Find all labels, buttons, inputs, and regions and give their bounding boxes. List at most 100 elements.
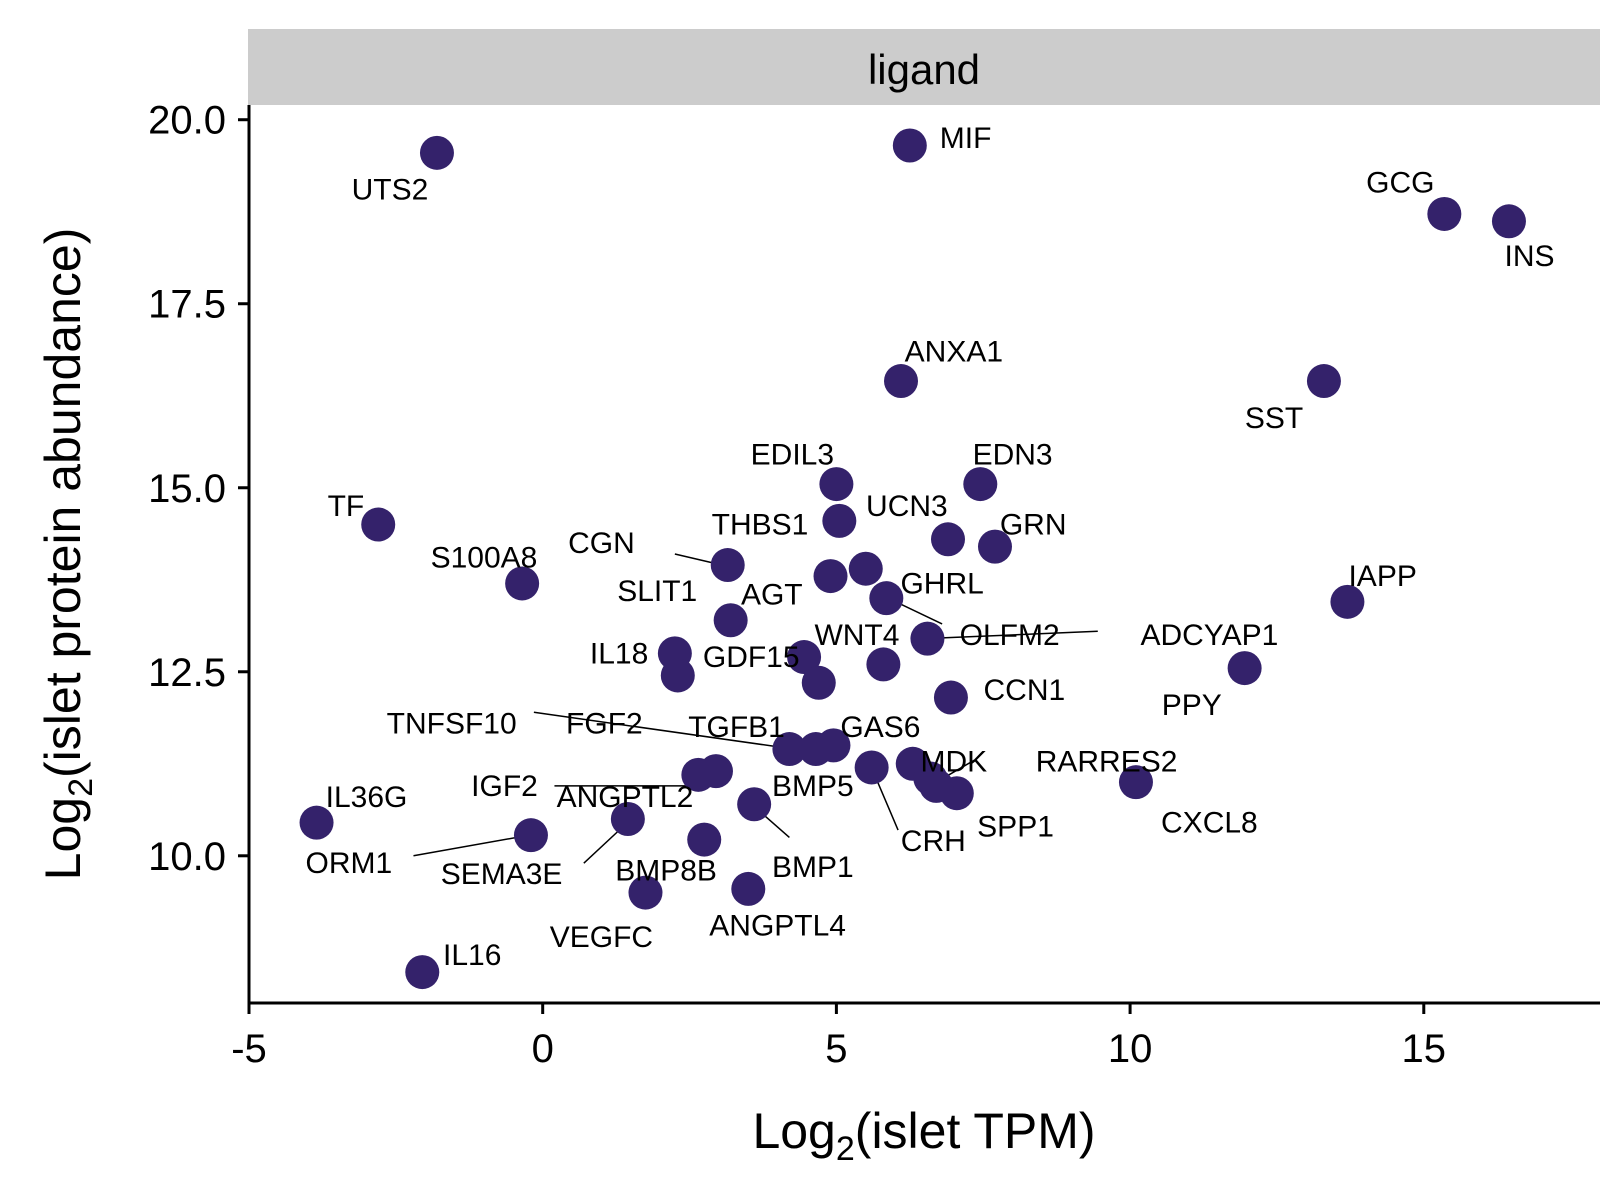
point-label: OLFM2 [960,619,1060,652]
data-point [854,750,889,785]
point-label: CRH [901,825,966,858]
data-point [892,128,927,163]
point-label: INS [1505,240,1555,273]
point-label: TGFB1 [688,711,785,744]
y-tick-label: 20.0 [148,99,226,143]
point-label: UCN3 [866,490,948,523]
point-label: ORM1 [306,847,393,880]
y-axis-title: Log2(islet protein abundance) [35,228,100,881]
data-point [848,551,883,586]
y-tick-label: 15.0 [148,467,226,511]
point-label: CGN [568,527,635,560]
y-axis-title-prefix: Log [35,797,91,880]
point-label: IAPP [1348,560,1416,593]
point-label: CXCL8 [1161,807,1258,840]
point-label: IL36G [326,781,408,814]
data-point [801,665,836,700]
y-axis-ticks: 10.0 12.5 15.0 17.5 20.0 [148,99,249,879]
data-point [1330,584,1365,619]
data-point [919,768,954,803]
data-point [1118,765,1153,800]
y-tick-label: 10.0 [148,835,226,879]
data-point [698,754,733,789]
data-point [737,787,772,822]
data-point [910,621,945,656]
x-axis-ticks: -5 0 5 10 15 [231,1003,1446,1071]
point-label: SEMA3E [441,858,563,891]
data-point [513,818,548,853]
y-axis-title-suffix: (islet protein abundance) [35,228,91,778]
point-label: WNT4 [814,619,899,652]
data-point [628,875,663,910]
data-point [687,822,722,857]
data-point [710,548,745,583]
point-label: BMP5 [772,770,854,803]
point-label: MDK [921,746,988,779]
point-label: THBS1 [712,509,809,542]
point-label: GRN [1000,509,1067,542]
point-label: ADCYAP1 [1140,619,1278,652]
data-point [787,640,822,675]
data-point [610,801,645,836]
point-label: MIF [940,122,992,155]
data-points [299,128,1526,990]
data-point [884,364,919,399]
point-label: S100A8 [431,542,538,575]
point-label: UTS2 [352,174,429,207]
point-label: SLIT1 [617,575,697,608]
x-axis-title-suffix: (islet TPM) [855,1103,1096,1159]
facet-strip [248,29,1600,105]
x-tick-label: 15 [1402,1027,1447,1071]
data-point [1306,364,1341,399]
point-label: RARRES2 [1036,746,1178,779]
point-label: TF [328,490,365,523]
data-point [822,503,857,538]
point-label: ANXA1 [905,336,1003,369]
point-label: CCN1 [984,674,1066,707]
leader-line [413,835,526,857]
data-point [772,732,807,767]
point-label: VEGFC [550,921,653,954]
data-point [813,559,848,594]
facet-label: ligand [868,46,980,93]
data-point [816,728,851,763]
point-label: GCG [1366,166,1434,199]
leader-line [533,711,784,749]
data-point [505,566,540,601]
x-tick-label: 5 [825,1027,847,1071]
x-axis-title-prefix: Log [752,1103,835,1159]
data-point [977,529,1012,564]
point-label: EDIL3 [751,439,834,472]
data-point [405,955,440,990]
x-tick-label: 0 [532,1027,554,1071]
data-point [869,581,904,616]
point-label: AGT [741,578,803,611]
data-point [660,658,695,693]
x-tick-label: 10 [1108,1027,1153,1071]
data-point [963,467,998,502]
point-labels: UTS2 MIF GCG INS ANXA1 SST EDIL3 EDN3 UCN3 TF GRN T… [306,122,1555,972]
data-point [1227,651,1262,686]
point-label: ANGPTL4 [709,910,846,943]
point-label: GAS6 [840,711,920,744]
x-axis-title-subscript: 2 [836,1130,855,1168]
point-label: IGF2 [471,770,538,803]
x-axis-title: Log2(islet TPM) [752,1103,1095,1168]
data-point [866,647,901,682]
data-point [933,680,968,715]
point-label: SST [1245,402,1303,435]
data-point [419,135,454,170]
point-label: IL16 [443,939,501,972]
y-axis-title-subscript: 2 [62,778,100,797]
point-label: PPY [1162,689,1222,722]
y-tick-label: 17.5 [148,283,226,327]
data-point [930,522,965,557]
point-label: BMP8B [615,855,717,888]
point-label: BMP1 [772,851,854,884]
data-point [361,507,396,542]
leader-line [873,774,899,831]
point-label: FGF2 [566,707,643,740]
point-label: EDN3 [973,439,1053,472]
